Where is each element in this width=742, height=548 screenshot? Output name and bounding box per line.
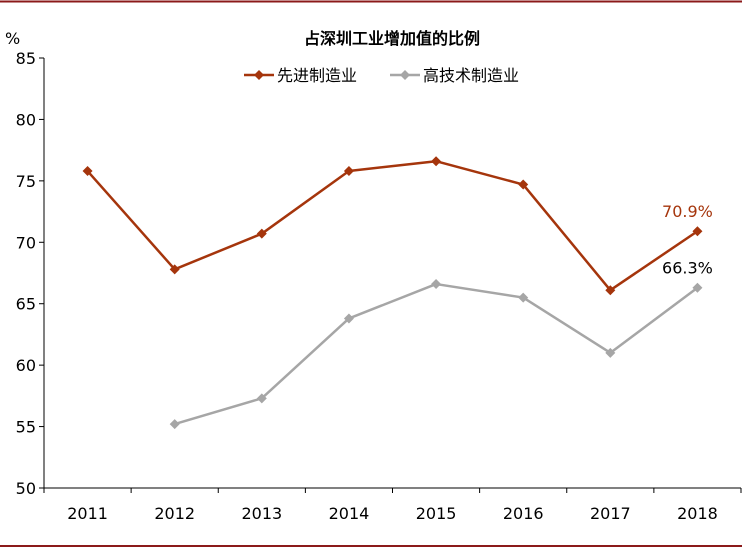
series-1 [82,156,703,296]
legend-label: 高技术制造业 [423,66,519,85]
data-labels: 70.9% 66.3% [662,202,713,278]
data-point [431,279,442,290]
chart-title: 占深圳工业增加值的比例 [304,29,480,48]
y-tick-label: 75 [16,172,36,191]
y-tick-label: 80 [16,110,36,129]
data-label: 66.3% [662,259,713,278]
data-point [343,166,354,177]
data-point [692,282,703,293]
x-tick-label: 2017 [590,504,631,523]
legend: 先进制造业 高技术制造业 [244,66,519,85]
y-tick-label: 85 [16,49,36,68]
y-tick-label: 55 [16,418,36,437]
x-tick-label: 2013 [241,504,282,523]
legend-marker [254,70,264,80]
data-point [605,347,616,358]
x-tick-label: 2015 [416,504,457,523]
data-point [431,156,442,167]
data-point [605,285,616,296]
x-axis-ticks: 2011 2012 2013 2014 2015 2016 2017 2018 [43,488,742,523]
data-label: 70.9% [662,202,713,221]
data-point [518,179,529,190]
series-line [86,159,699,292]
legend-label: 先进制造业 [277,66,357,85]
x-tick-label: 2016 [503,504,544,523]
y-tick-label: 65 [16,295,36,314]
x-tick-label: 2014 [329,504,370,523]
legend-item-2: 高技术制造业 [390,66,519,85]
y-axis-unit-label: % [5,29,20,48]
y-tick-label: 70 [16,233,36,252]
data-point [692,226,703,237]
y-axis-ticks: 50 55 60 65 70 75 80 85 [16,49,44,498]
data-point [256,228,267,239]
legend-marker [400,70,410,80]
x-tick-label: 2018 [677,504,718,523]
series-layer [82,156,703,430]
data-point [343,313,354,324]
x-tick-label: 2011 [67,504,108,523]
x-tick-label: 2012 [154,504,195,523]
legend-item-1: 先进制造业 [244,66,357,85]
data-point [169,419,180,430]
y-tick-label: 60 [16,356,36,375]
data-point [82,166,93,177]
data-point [169,264,180,275]
data-point [518,292,529,303]
y-tick-label: 50 [16,479,36,498]
series-2 [169,279,703,430]
data-point [256,393,267,404]
series-line [174,282,699,426]
